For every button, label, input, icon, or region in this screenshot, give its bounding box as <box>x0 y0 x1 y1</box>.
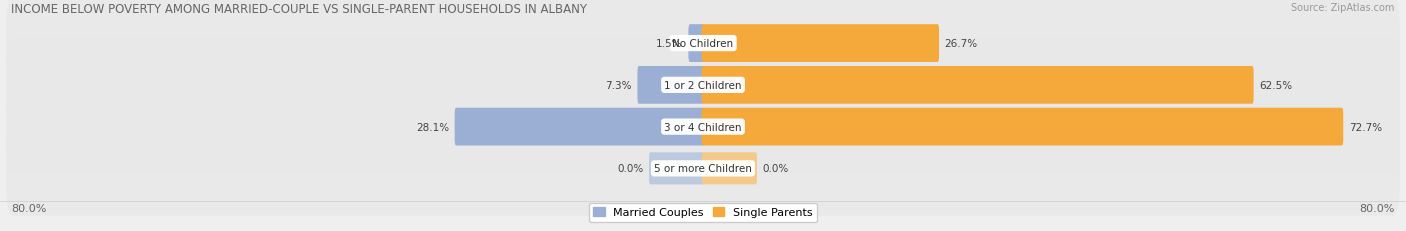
FancyBboxPatch shape <box>6 80 1400 174</box>
FancyBboxPatch shape <box>454 108 704 146</box>
Legend: Married Couples, Single Parents: Married Couples, Single Parents <box>589 203 817 222</box>
FancyBboxPatch shape <box>702 67 1254 104</box>
Text: No Children: No Children <box>672 39 734 49</box>
FancyBboxPatch shape <box>702 108 1343 146</box>
Text: 26.7%: 26.7% <box>945 39 977 49</box>
FancyBboxPatch shape <box>702 153 756 185</box>
FancyBboxPatch shape <box>702 25 939 63</box>
Text: 28.1%: 28.1% <box>416 122 449 132</box>
Text: 7.3%: 7.3% <box>606 80 631 91</box>
Text: 62.5%: 62.5% <box>1260 80 1292 91</box>
Text: INCOME BELOW POVERTY AMONG MARRIED-COUPLE VS SINGLE-PARENT HOUSEHOLDS IN ALBANY: INCOME BELOW POVERTY AMONG MARRIED-COUPL… <box>11 3 588 16</box>
Text: 1.5%: 1.5% <box>657 39 683 49</box>
FancyBboxPatch shape <box>6 0 1400 91</box>
Text: 0.0%: 0.0% <box>762 164 789 174</box>
Text: 0.0%: 0.0% <box>617 164 644 174</box>
FancyBboxPatch shape <box>637 67 704 104</box>
Text: 72.7%: 72.7% <box>1348 122 1382 132</box>
Text: 5 or more Children: 5 or more Children <box>654 164 752 174</box>
FancyBboxPatch shape <box>689 25 704 63</box>
Text: 80.0%: 80.0% <box>1360 203 1395 213</box>
Text: 3 or 4 Children: 3 or 4 Children <box>664 122 742 132</box>
Text: Source: ZipAtlas.com: Source: ZipAtlas.com <box>1291 3 1395 13</box>
Text: 80.0%: 80.0% <box>11 203 46 213</box>
FancyBboxPatch shape <box>6 122 1400 216</box>
FancyBboxPatch shape <box>650 153 704 185</box>
Text: 1 or 2 Children: 1 or 2 Children <box>664 80 742 91</box>
FancyBboxPatch shape <box>6 39 1400 132</box>
